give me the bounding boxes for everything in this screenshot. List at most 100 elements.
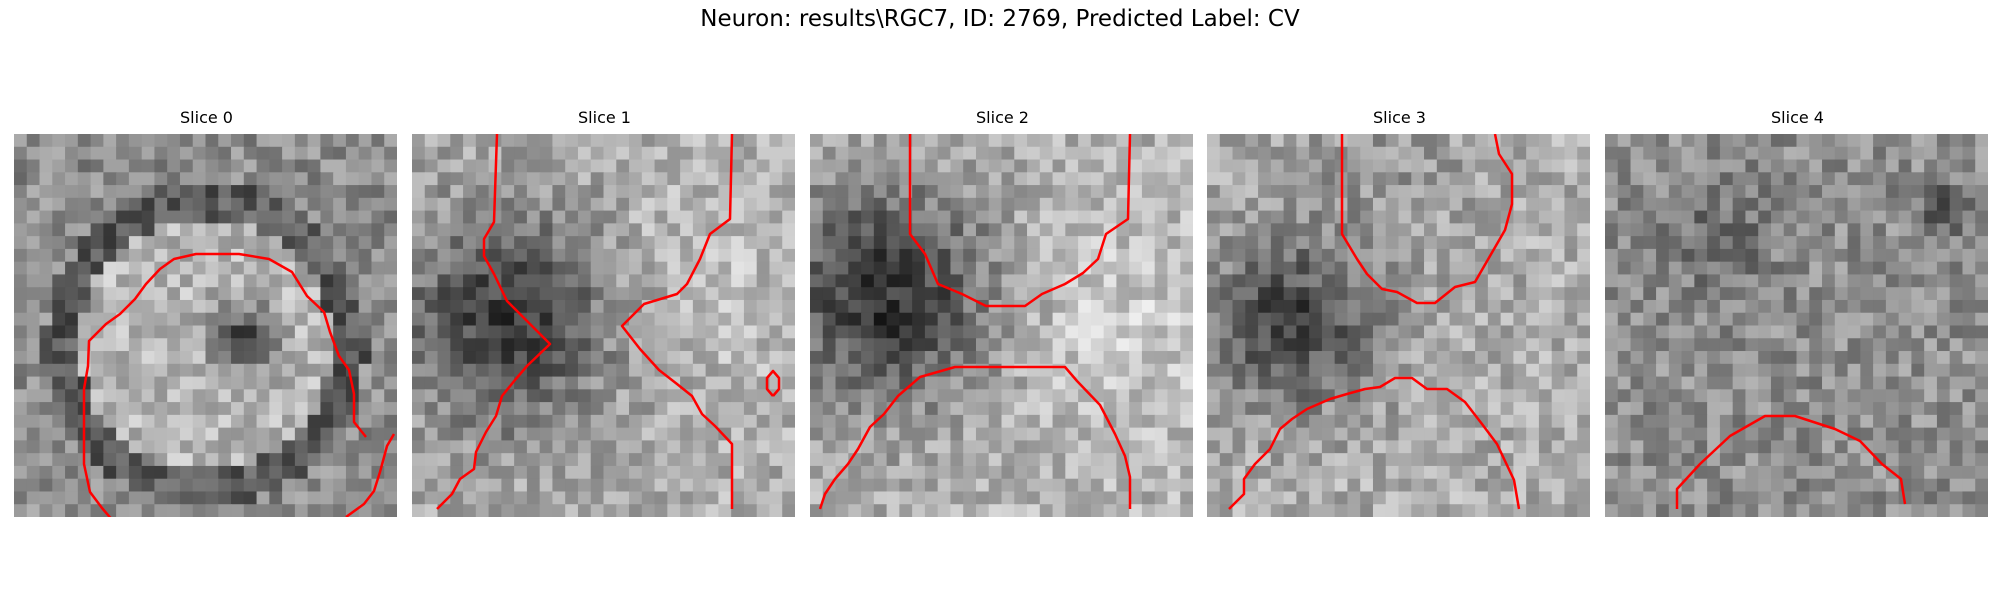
pixel xyxy=(526,491,541,505)
pixel xyxy=(1027,159,1041,173)
pixel xyxy=(1411,172,1425,186)
pixel xyxy=(810,440,824,454)
pixel xyxy=(705,402,719,416)
pixel xyxy=(1898,261,1912,276)
pixel xyxy=(437,440,451,454)
pixel xyxy=(179,465,194,480)
pixel xyxy=(526,414,541,429)
pixel xyxy=(141,389,156,403)
pixel xyxy=(654,185,668,199)
pixel xyxy=(1027,197,1041,212)
pixel xyxy=(450,338,464,352)
pixel xyxy=(886,299,900,314)
pixel xyxy=(1090,134,1105,148)
pixel xyxy=(384,185,397,199)
pixel xyxy=(1347,299,1361,314)
pixel xyxy=(1449,338,1463,352)
pixel xyxy=(1860,338,1874,352)
pixel xyxy=(705,261,719,276)
pixel xyxy=(463,261,477,276)
pixel xyxy=(1411,453,1425,467)
pixel xyxy=(1270,299,1285,314)
pixel xyxy=(1758,287,1772,301)
pixel xyxy=(1270,210,1285,224)
pixel xyxy=(705,210,719,224)
pixel xyxy=(1770,402,1785,416)
pixel xyxy=(52,261,66,276)
pixel xyxy=(565,376,579,390)
pixel xyxy=(307,351,321,365)
pixel xyxy=(1911,185,1925,199)
pixel xyxy=(590,465,605,480)
pixel xyxy=(526,299,541,314)
pixel xyxy=(1719,146,1734,161)
pixel xyxy=(179,159,194,173)
pixel xyxy=(141,261,156,276)
pixel xyxy=(1732,465,1747,480)
pixel xyxy=(475,299,490,314)
pixel xyxy=(1732,146,1747,161)
pixel xyxy=(1052,146,1066,161)
pixel xyxy=(1116,414,1130,429)
pixel xyxy=(1411,478,1425,493)
pixel xyxy=(371,312,385,327)
pixel xyxy=(412,325,426,339)
pixel xyxy=(307,287,321,301)
pixel xyxy=(218,261,232,276)
pixel xyxy=(654,236,668,250)
pixel xyxy=(1167,504,1181,517)
pixel xyxy=(424,389,439,403)
pixel xyxy=(1232,504,1246,517)
pixel xyxy=(1487,223,1502,237)
pixel xyxy=(384,414,397,429)
pixel xyxy=(899,414,913,429)
pixel xyxy=(1258,338,1272,352)
pixel xyxy=(692,159,707,173)
pixel xyxy=(1219,134,1234,148)
pixel xyxy=(1630,376,1644,390)
pixel xyxy=(424,185,439,199)
pixel xyxy=(463,172,477,186)
pixel xyxy=(65,236,79,250)
pixel xyxy=(1668,440,1683,454)
pixel xyxy=(1911,261,1925,276)
pixel xyxy=(526,134,541,148)
pixel xyxy=(1694,223,1708,237)
pixel xyxy=(437,287,451,301)
pixel xyxy=(950,478,964,493)
slice-image-svg xyxy=(14,134,397,517)
pixel xyxy=(1860,236,1874,250)
pixel xyxy=(424,197,439,212)
pixel xyxy=(192,210,207,224)
pixel xyxy=(294,453,309,467)
pixel xyxy=(488,504,502,517)
pixel xyxy=(616,465,630,480)
pixel xyxy=(1014,325,1028,339)
pixel xyxy=(1617,274,1632,288)
pixel xyxy=(243,274,258,288)
pixel xyxy=(26,287,41,301)
pixel xyxy=(488,134,502,148)
pixel xyxy=(1078,453,1092,467)
pixel xyxy=(1014,440,1028,454)
pixel xyxy=(1617,261,1632,276)
pixel xyxy=(1296,299,1310,314)
pixel xyxy=(899,478,913,493)
pixel xyxy=(1707,338,1721,352)
pixel xyxy=(1334,274,1349,288)
pixel xyxy=(1027,478,1041,493)
pixel xyxy=(1154,185,1169,199)
pixel xyxy=(320,248,334,263)
pixel xyxy=(463,338,477,352)
pixel xyxy=(154,465,168,480)
pixel xyxy=(154,210,168,224)
pixel xyxy=(1052,504,1066,517)
pixel xyxy=(167,465,181,480)
pixel xyxy=(501,325,515,339)
pixel xyxy=(358,363,373,378)
pixel xyxy=(1258,465,1272,480)
pixel xyxy=(424,325,439,339)
pixel xyxy=(1643,261,1657,276)
pixel xyxy=(424,287,439,301)
pixel xyxy=(52,427,66,441)
